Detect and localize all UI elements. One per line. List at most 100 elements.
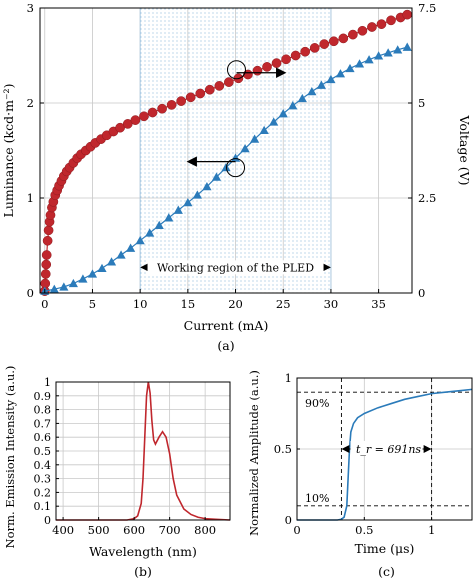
luminance-point <box>43 225 54 236</box>
panel-b-y-tick-label: 0.1 <box>34 500 52 513</box>
luminance-point <box>309 43 320 53</box>
luminance-point <box>157 103 167 114</box>
panel-a-right-y-tick-label: 0 <box>418 286 425 300</box>
panel-a-x-tick-label: 35 <box>371 297 386 311</box>
luminance-point <box>402 9 413 20</box>
luminance-point <box>214 81 225 91</box>
panel-b-x-tick-label: 400 <box>52 523 74 537</box>
luminance-point <box>147 107 158 118</box>
panel-a-x-tick-label: 0 <box>41 297 48 311</box>
voltage-point <box>211 172 222 181</box>
panel-b-y-tick-label: 0.8 <box>34 404 52 417</box>
luminance-point <box>376 19 387 29</box>
luminance-point <box>300 46 311 57</box>
luminance-point <box>42 235 53 246</box>
panel-a-x-axis-label: Current (mA) <box>184 318 269 333</box>
voltage-point <box>78 274 88 283</box>
panel-a-x-tick-label: 20 <box>228 297 243 311</box>
panel-c-y-axis-label: Normalized Amplitude (a.u.) <box>247 370 261 536</box>
voltage-point <box>354 59 365 68</box>
voltage-point <box>87 269 98 278</box>
voltage-point <box>250 134 260 143</box>
voltage-point <box>106 257 117 266</box>
voltage-point <box>135 235 145 245</box>
panel-a-frame <box>39 7 413 294</box>
luminance-point <box>357 25 368 36</box>
panel-a-x-tick-label: 15 <box>181 297 196 311</box>
voltage-point <box>59 282 69 291</box>
voltage-point <box>278 109 288 118</box>
voltage-point <box>297 93 307 103</box>
amplitude-response-line <box>297 388 473 521</box>
panel-a-x-tick-label: 5 <box>89 297 96 311</box>
panel-b-y-tick-label: 0.9 <box>34 390 52 403</box>
voltage-point <box>402 42 412 51</box>
rise-time-symbol: t_r = 691ns <box>356 443 421 456</box>
panel-b-y-tick-label: 0.3 <box>34 473 52 486</box>
panel-b-y-tick-label: 0.5 <box>34 445 52 458</box>
panel-a-x-tick-label: 30 <box>324 297 339 311</box>
panel-c-y-tick-label: 0 <box>285 513 292 527</box>
voltage-point <box>145 228 155 237</box>
voltage-point <box>307 87 317 96</box>
luminance-point <box>252 65 263 76</box>
luminance-point <box>204 84 215 95</box>
voltage-point <box>364 55 374 64</box>
voltage-point <box>183 197 193 207</box>
luminance-point <box>40 278 51 289</box>
voltage-point <box>192 190 202 199</box>
panel-c-x-tick-label: 0 <box>293 523 300 537</box>
panel-b-y-tick-label: 0.4 <box>34 459 52 472</box>
voltage-axis-indicator-circle <box>226 158 246 178</box>
working-region-label: Working region of the PLED <box>157 261 314 274</box>
panel-a-left-y-axis-label: Luminance (kcd·m⁻²) <box>1 84 16 218</box>
emission-spectrum-line <box>56 381 231 521</box>
luminance-point <box>290 50 301 61</box>
panel-b-y-tick-label: 0 <box>44 514 51 527</box>
voltage-point <box>68 278 78 288</box>
luminance-point <box>166 100 177 110</box>
voltage-point <box>202 182 212 191</box>
voltage-point <box>97 263 107 272</box>
panel-c-x-tick-label: 0.5 <box>355 523 373 537</box>
voltage-point <box>335 69 346 78</box>
voltage-point <box>173 205 183 214</box>
panel-b-x-tick-label: 800 <box>194 523 216 537</box>
luminance-point <box>281 54 291 65</box>
voltage-point <box>164 213 174 222</box>
luminance-point <box>41 250 52 260</box>
voltage-point <box>374 51 384 60</box>
luminance-point <box>386 15 396 26</box>
luminance-point <box>195 88 206 99</box>
luminance-point <box>41 259 52 270</box>
luminance-point <box>319 39 330 49</box>
voltage-point <box>259 125 269 135</box>
voltage-point <box>230 153 241 162</box>
luminance-point <box>338 33 349 44</box>
panel-b-label: (b) <box>134 564 152 579</box>
luminance-point <box>262 62 272 72</box>
voltage-point <box>49 284 59 293</box>
panel-b-y-tick-label: 0.7 <box>34 417 52 430</box>
panel-b-x-tick-label: 500 <box>88 523 110 537</box>
panel-c-label: (c) <box>378 564 395 579</box>
luminance-point <box>139 111 149 122</box>
luminance-point <box>122 119 133 129</box>
panel-b-x-tick-label: 700 <box>159 523 181 537</box>
panel-a-right-y-tick-label: 2.5 <box>418 191 436 205</box>
voltage-point <box>316 80 326 89</box>
panel-b-y-tick-label: 0.2 <box>34 486 52 499</box>
panel-c-y-tick-label: 0.5 <box>274 442 292 456</box>
panel-a-right-y-tick-label: 5 <box>418 96 425 110</box>
panel-b-x-axis-label: Wavelength (nm) <box>89 544 197 559</box>
voltage-point <box>269 117 279 126</box>
panel-b-y-tick-label: 1 <box>44 376 51 389</box>
panel-a-x-tick-label: 25 <box>276 297 291 311</box>
threshold-10-label: 10% <box>305 492 329 505</box>
voltage-point <box>240 144 250 153</box>
voltage-point <box>345 63 355 73</box>
luminance-point <box>271 58 282 68</box>
panel-a-left-y-tick-label: 2 <box>27 96 34 110</box>
luminance-point <box>367 22 377 32</box>
